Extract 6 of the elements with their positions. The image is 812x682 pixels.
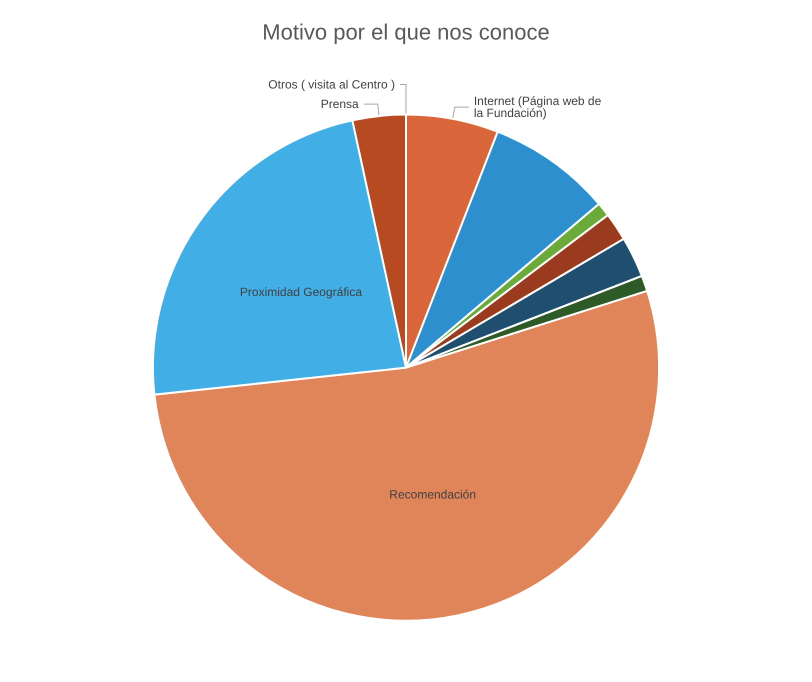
slice-label: Prensa (320, 97, 360, 112)
slice-label: Recomendación (389, 487, 476, 502)
slice-label: Proximidad Geográfica (240, 284, 362, 299)
category-label: Otros ( visita al Centro ) (268, 78, 395, 92)
slice-label: Internet (Página web de la Fundación) (474, 94, 605, 120)
chart-title: Motivo por el que nos conoce (262, 20, 550, 44)
